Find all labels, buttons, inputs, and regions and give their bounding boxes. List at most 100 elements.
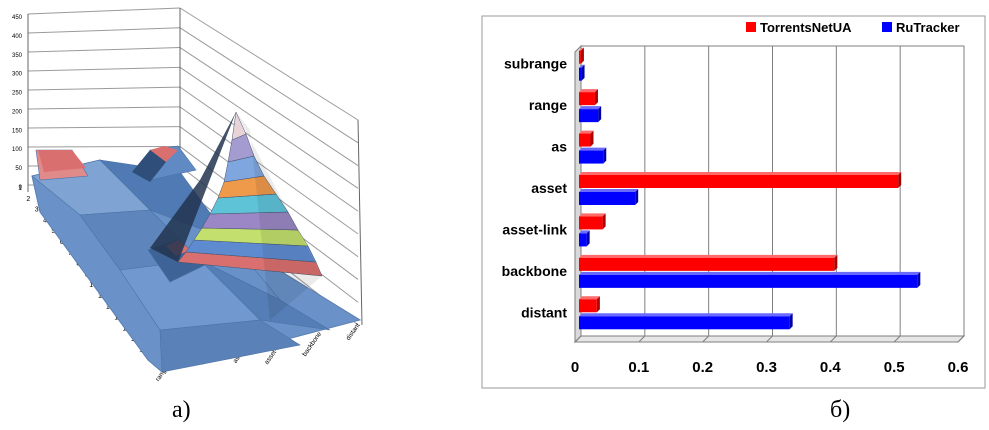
z-tick-label: 350 xyxy=(12,53,23,59)
legend-label: TorrentsNetUA xyxy=(760,20,852,35)
surface xyxy=(31,145,362,373)
side-gridline xyxy=(179,66,359,189)
bar-front xyxy=(579,316,790,330)
z-tick-label: 0 xyxy=(19,185,23,191)
bar-side xyxy=(598,106,602,123)
back-gridline xyxy=(27,106,181,110)
y-tick-label: range xyxy=(529,97,567,113)
side-gridline xyxy=(179,7,359,121)
x-tick-label: 0.2 xyxy=(692,359,713,376)
bar-top xyxy=(579,189,639,192)
bar-torrentsnetua xyxy=(579,254,838,271)
bar-top xyxy=(579,172,902,175)
bar-rutracker xyxy=(579,64,585,81)
bar-top xyxy=(579,313,793,317)
bar-front xyxy=(579,109,599,123)
bar-top xyxy=(579,230,590,234)
legend: TorrentsNetUA RuTracker xyxy=(746,20,960,35)
bar-top xyxy=(579,130,594,134)
y-tick-label: asset-link xyxy=(502,221,567,237)
surface-facet xyxy=(159,319,301,373)
y-tick-label: 10 xyxy=(89,282,97,289)
side-gridline xyxy=(179,27,359,144)
z-tick-label: 250 xyxy=(12,91,23,97)
bar-torrentsnetua xyxy=(579,296,600,313)
bar-rutracker xyxy=(579,147,607,164)
bar-side xyxy=(789,313,793,330)
bar-top xyxy=(579,296,600,300)
y-tick-label: 5 xyxy=(51,228,55,235)
bar-rutracker xyxy=(579,106,602,123)
bar-top xyxy=(579,271,921,275)
x-tick-label: 0.4 xyxy=(820,359,842,376)
x-tick-label: 0 xyxy=(571,359,579,376)
bar-chart: 0 0.1 0.2 0.3 0.4 0.5 0.6 TorrentsNetUA RuTracke… xyxy=(481,15,986,389)
back-gridline xyxy=(27,7,181,15)
bar-side xyxy=(596,296,600,313)
back-gridline xyxy=(27,27,181,34)
surface-facet xyxy=(199,259,331,331)
y-tick-label: backbone xyxy=(502,263,568,279)
y-tick-label: 1 xyxy=(18,185,22,192)
bar-side xyxy=(898,172,902,188)
z-tick-label: 100 xyxy=(12,147,23,153)
surface-chart-panel: 4504003503002502001501005001234567891011… xyxy=(0,0,440,430)
bar-front xyxy=(579,50,581,64)
z-tick-label: 50 xyxy=(15,166,22,172)
bar-front xyxy=(579,257,835,271)
bar-torrentsnetua xyxy=(579,172,902,188)
z-tick-label: 400 xyxy=(12,34,23,40)
bar-rutracker xyxy=(579,189,639,205)
bar-front xyxy=(579,92,595,106)
legend-swatch xyxy=(882,22,892,32)
z-tick-label: 450 xyxy=(12,15,23,21)
side-gridline xyxy=(179,86,359,212)
z-tick-label: 200 xyxy=(12,109,23,115)
bar-side xyxy=(603,147,607,164)
bar-top xyxy=(579,147,607,151)
x-tick-label: 0.1 xyxy=(628,359,649,376)
bar-rutracker xyxy=(579,313,793,330)
bar-top xyxy=(579,213,606,217)
peak-band xyxy=(231,111,247,141)
gridline-floor xyxy=(829,335,837,343)
gridline-floor xyxy=(638,335,646,343)
bar-side xyxy=(834,254,838,271)
y-tick-label: 4 xyxy=(43,217,47,224)
bar-front xyxy=(579,216,603,230)
bar-rutracker xyxy=(579,230,590,247)
x-tick-label: 0.3 xyxy=(756,359,777,376)
side-gridline xyxy=(179,47,359,166)
bar-torrentsnetua xyxy=(579,89,598,106)
peak-as xyxy=(150,146,178,162)
back-gridline xyxy=(27,145,181,148)
y-tick-label: asset xyxy=(531,180,567,196)
bar-side xyxy=(917,271,921,288)
bar-torrentsnetua xyxy=(579,213,606,230)
bar-side xyxy=(581,64,585,81)
bar-top xyxy=(579,254,838,258)
bar-side xyxy=(602,213,606,230)
peak-asset xyxy=(150,111,323,320)
bar-side xyxy=(580,47,584,64)
surface-chart: 4504003503002502001501005001234567891011… xyxy=(12,7,363,383)
y-tick-label: 2 xyxy=(26,196,30,203)
bar-side xyxy=(590,130,594,147)
bar-front xyxy=(579,192,636,205)
x-tick-label: 0.6 xyxy=(948,359,969,376)
bar-torrentsnetua xyxy=(579,130,594,147)
y-tick-label: distant xyxy=(521,304,567,320)
bar-front xyxy=(579,175,899,188)
right-edge xyxy=(357,119,363,326)
z-tick-label: 300 xyxy=(12,72,23,78)
back-gridline xyxy=(27,66,181,72)
bar-rutracker xyxy=(579,271,921,288)
x-tick-label: 0.5 xyxy=(884,359,905,376)
caption-right: б) xyxy=(830,397,851,423)
bar-top xyxy=(579,64,585,68)
side-gridline xyxy=(179,106,359,235)
gridline-floor xyxy=(766,335,773,343)
bar-front xyxy=(579,67,582,81)
z-tick-label: 150 xyxy=(12,128,23,134)
back-gridline xyxy=(27,126,181,129)
